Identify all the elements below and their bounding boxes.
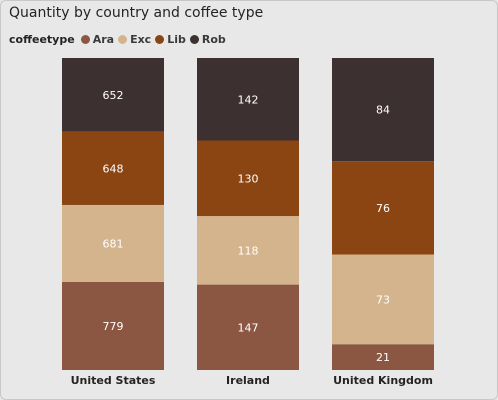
legend: coffeetype Ara Exc Lib Rob [9, 32, 230, 46]
data-label-lib-united-states: 648 [103, 162, 124, 175]
bar-exc-ireland[interactable] [197, 216, 299, 285]
bar-rob-united-states[interactable] [62, 58, 164, 132]
category-label-united-kingdom: United Kingdom [333, 374, 433, 387]
category-label-united-states: United States [71, 374, 156, 387]
data-label-ara-ireland: 147 [238, 321, 259, 334]
data-label-rob-united-states: 652 [103, 89, 124, 102]
data-label-lib-united-kingdom: 76 [376, 202, 390, 215]
bar-lib-united-kingdom[interactable] [332, 161, 434, 255]
data-label-rob-ireland: 142 [238, 93, 259, 106]
bar-ara-united-kingdom[interactable] [332, 344, 434, 370]
legend-item-exc[interactable]: Exc [118, 33, 151, 46]
chart-title: Quantity by country and coffee type [9, 5, 264, 21]
legend-swatch-rob [189, 34, 199, 44]
legend-label-exc: Exc [130, 32, 152, 46]
legend-label-ara: Ara [92, 32, 115, 46]
legend-item-rob[interactable]: Rob [189, 32, 226, 46]
data-label-ara-united-kingdom: 21 [376, 351, 390, 364]
data-label-exc-united-kingdom: 73 [376, 293, 390, 306]
bar-rob-ireland[interactable] [197, 58, 299, 141]
legend-item-ara[interactable]: Ara [80, 32, 115, 46]
legend-swatch-exc [118, 34, 128, 44]
data-label-exc-united-states: 681 [103, 237, 124, 250]
data-label-exc-ireland: 118 [238, 244, 259, 257]
data-label-ara-united-states: 779 [103, 320, 124, 333]
legend-swatch-lib [155, 34, 165, 44]
bar-rob-united-kingdom[interactable] [332, 58, 434, 162]
legend-swatch-ara [80, 34, 90, 44]
legend-title: coffeetype [9, 32, 75, 46]
bar-exc-united-states[interactable] [62, 204, 164, 282]
category-label-ireland: Ireland [226, 374, 270, 387]
bar-ara-ireland[interactable] [197, 284, 299, 370]
legend-label-rob: Rob [201, 32, 226, 46]
bar-ara-united-states[interactable] [62, 281, 164, 370]
data-label-lib-ireland: 130 [238, 172, 259, 185]
legend-item-lib[interactable]: Lib [155, 33, 186, 46]
bar-lib-united-states[interactable] [62, 131, 164, 205]
bar-exc-united-kingdom[interactable] [332, 254, 434, 345]
bar-lib-ireland[interactable] [197, 140, 299, 217]
legend-label-lib: Lib [167, 32, 186, 46]
data-label-rob-united-kingdom: 84 [376, 104, 390, 117]
